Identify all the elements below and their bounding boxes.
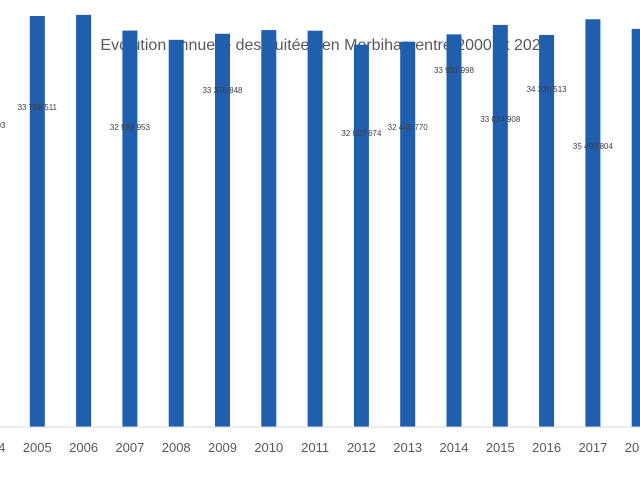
chart-title: Evolution annuelle des nuitées en Morbih… xyxy=(100,37,549,54)
bars-group xyxy=(29,14,640,428)
x-tick-2018: 2018 xyxy=(625,440,640,455)
x-tick-2009: 2009 xyxy=(208,440,237,455)
data-label-2005: 33 758 511 xyxy=(18,103,58,112)
bar-2015 xyxy=(492,24,508,427)
data-label-2014: 33 931 998 xyxy=(434,66,475,75)
bar-2014 xyxy=(446,34,462,427)
x-tick-2004: 2004 xyxy=(0,440,5,455)
x-tick-2015: 2015 xyxy=(486,440,515,455)
x-tick-2007: 2007 xyxy=(115,440,144,455)
bar-2011 xyxy=(307,30,323,428)
bar-2007 xyxy=(122,30,138,427)
bar-2010 xyxy=(261,30,277,427)
bar-2013 xyxy=(400,41,416,427)
bar-2006 xyxy=(76,14,92,427)
x-tick-2012: 2012 xyxy=(347,440,376,455)
data-label-2004: 33 ... 03 xyxy=(0,121,6,130)
bar-2005 xyxy=(29,15,45,427)
data-label-2017: 35 490 804 xyxy=(573,142,614,151)
data-label-2009: 33 376 848 xyxy=(202,86,243,95)
x-tick-2008: 2008 xyxy=(162,440,191,455)
data-label-2007: 32 559 953 xyxy=(110,123,151,132)
data-label-2015: 33 024 908 xyxy=(480,115,521,124)
bar-2012 xyxy=(353,44,369,428)
x-tick-labels: 2004 2005 2006 2007 2008 2009 2010 2011 2012 2013… xyxy=(0,440,640,455)
x-tick-2010: 2010 xyxy=(254,440,283,455)
x-tick-2016: 2016 xyxy=(532,440,561,455)
data-labels: 33 ... 03 33 758 511 32 559 953 33 376 848 3… xyxy=(0,66,613,151)
x-tick-2006: 2006 xyxy=(69,440,98,455)
x-tick-2014: 2014 xyxy=(440,440,469,455)
x-tick-2011: 2011 xyxy=(301,440,329,455)
bar-2009 xyxy=(215,33,230,428)
x-tick-2005: 2005 xyxy=(23,440,52,455)
data-label-2013: 32 440 770 xyxy=(388,123,429,132)
data-label-2016: 34 330 513 xyxy=(527,85,568,94)
data-label-2012: 32 027 674 xyxy=(341,129,382,138)
bar-2018 xyxy=(631,28,640,427)
x-tick-2013: 2013 xyxy=(393,440,422,455)
bar-2008 xyxy=(168,39,184,428)
bar-2016 xyxy=(539,34,555,428)
x-tick-2017: 2017 xyxy=(578,440,607,455)
bar-2017 xyxy=(585,19,601,428)
